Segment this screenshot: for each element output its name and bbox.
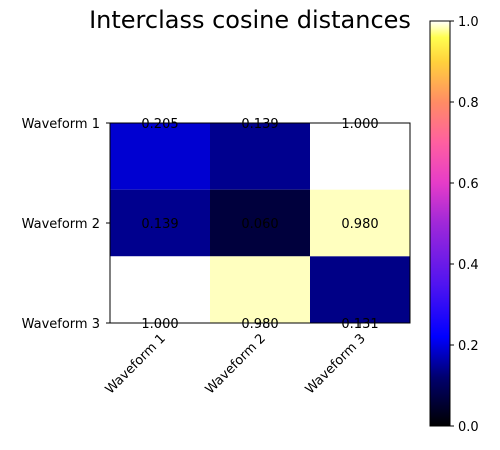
heatmap-cell-r1-c1 xyxy=(110,123,210,190)
colorbar xyxy=(429,20,451,427)
heatmap-cell-r2-c3 xyxy=(310,189,410,257)
x-tick-label: Waveform 1 xyxy=(103,331,169,397)
y-tick-label: Waveform 3 xyxy=(22,317,100,332)
heatmap-cell-r1-c2 xyxy=(210,123,310,190)
y-tick-label: Waveform 1 xyxy=(22,117,100,132)
colorbar-ticks: 0.0 0.2 0.4 0.6 0.8 1.0 xyxy=(450,15,479,435)
colorbar-tick-label: 0.2 xyxy=(458,339,479,354)
heatmap-cell-r2-c1 xyxy=(110,189,210,257)
cell-value-label-r2-c2: 0.060 xyxy=(241,217,278,232)
x-tick-label: Waveform 2 xyxy=(203,331,269,397)
heatmap-cell-r2-c2 xyxy=(210,189,310,257)
colorbar-tick-label: 0.8 xyxy=(458,96,479,111)
chart-title: Interclass cosine distances xyxy=(89,6,411,34)
heatmap-cells xyxy=(110,123,410,323)
x-tick-label: Waveform 3 xyxy=(303,331,369,397)
x-axis-ticks: Waveform 1 Waveform 2 Waveform 3 xyxy=(103,323,369,397)
cell-value-label-r2-c1: 0.139 xyxy=(141,217,178,232)
heatmap-cell-r3-c2 xyxy=(210,256,310,323)
cell-value-label-r1-c3: 1.000 xyxy=(341,117,378,132)
heatmap-cell-r3-c1 xyxy=(110,256,210,323)
colorbar-tick-label: 1.0 xyxy=(458,15,479,30)
heatmap-cell-r3-c3 xyxy=(310,256,410,323)
cell-value-label-r2-c3: 0.980 xyxy=(341,217,378,232)
colorbar-tick-label: 0.4 xyxy=(458,258,479,273)
y-tick-label: Waveform 2 xyxy=(22,217,100,232)
heatmap-cell-r1-c3 xyxy=(310,123,410,190)
y-axis-ticks: Waveform 1 Waveform 2 Waveform 3 xyxy=(22,117,110,332)
colorbar-tick-label: 0.6 xyxy=(458,177,479,192)
cell-value-label-r1-c1: 0.205 xyxy=(141,117,178,132)
cell-value-label-r1-c2: 0.139 xyxy=(241,117,278,132)
colorbar-tick-label: 0.0 xyxy=(458,420,479,435)
